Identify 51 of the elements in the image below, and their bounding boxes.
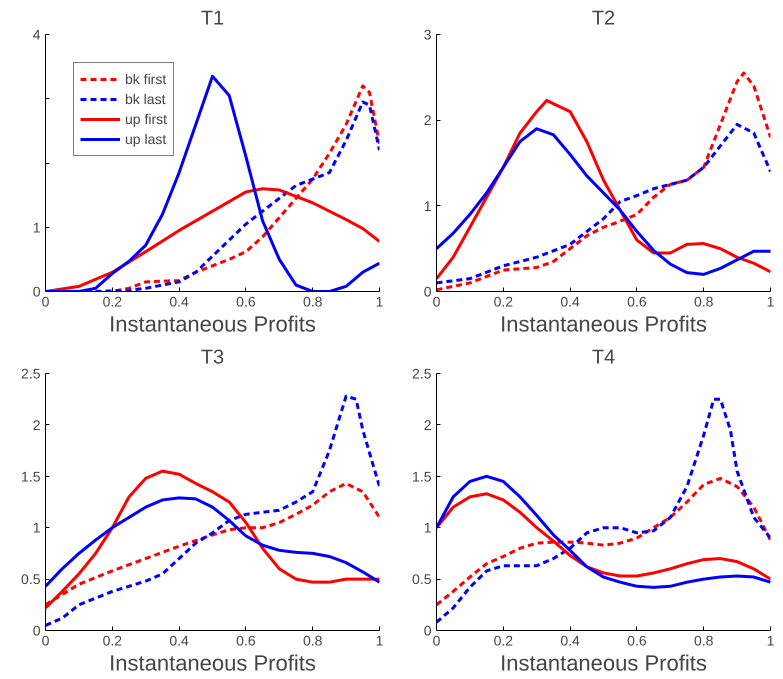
- y-tick-label: 0.5: [412, 571, 432, 588]
- x-axis-title: Instantaneous Profits: [109, 650, 316, 676]
- y-tick-label: 0.5: [21, 571, 41, 588]
- chart-title: T2: [592, 8, 616, 30]
- chart-title: T3: [200, 346, 224, 368]
- y-tick-label: 1.5: [412, 468, 432, 484]
- y-tick-label: 1: [32, 219, 41, 236]
- y-tick-label: 1: [424, 198, 432, 214]
- x-tick-label: 0.4: [169, 632, 190, 648]
- y-tick-label: 2.5: [21, 366, 41, 382]
- x-tick-label: 0.6: [627, 294, 647, 310]
- y-tick-label: 0: [424, 284, 432, 300]
- x-tick-label: 0.6: [236, 294, 256, 310]
- x-tick-label: 1: [766, 294, 775, 310]
- y-tick-label: 4: [32, 26, 41, 42]
- y-tick-label: 1.5: [21, 468, 41, 484]
- x-tick-label: 0.2: [102, 632, 122, 648]
- y-tick-label: 1: [424, 520, 432, 536]
- legend-label: up last: [125, 131, 166, 147]
- x-tick-label: 0.6: [627, 632, 647, 648]
- y-tick-label: 0: [32, 622, 41, 638]
- x-tick-label: 1: [766, 632, 775, 648]
- x-tick-label: 1: [376, 294, 384, 310]
- x-tick-label: 0.8: [694, 294, 714, 310]
- x-axis-title: Instantaneous Profits: [109, 312, 316, 336]
- y-tick-label: 2: [424, 416, 432, 433]
- chart-title: T1: [200, 8, 224, 30]
- y-tick-label: 2: [424, 112, 432, 128]
- x-axis-title: Instantaneous Profits: [500, 650, 707, 676]
- y-tick-label: 2: [32, 416, 41, 433]
- x-tick-label: 0.2: [494, 294, 514, 310]
- legend-label: up first: [125, 111, 168, 127]
- chart-title: T4: [592, 346, 616, 368]
- x-tick-label: 0.4: [169, 294, 190, 310]
- x-tick-label: 0.8: [302, 632, 323, 648]
- x-tick-label: 1: [376, 632, 384, 648]
- x-tick-label: 0.2: [494, 632, 514, 648]
- x-tick-label: 0.8: [694, 632, 714, 648]
- x-tick-label: 0.4: [560, 632, 580, 648]
- x-tick-label: 0.2: [102, 294, 122, 310]
- x-axis-title: Instantaneous Profits: [500, 312, 707, 336]
- y-tick-label: 3: [424, 26, 432, 42]
- legend-label: bk first: [125, 71, 166, 87]
- legend-label: bk last: [125, 91, 166, 107]
- y-tick-label: 2.5: [412, 366, 432, 382]
- y-tick-label: 0: [424, 622, 432, 638]
- x-tick-label: 0.6: [236, 632, 256, 648]
- y-tick-label: 0: [32, 284, 41, 300]
- y-tick-label: 1: [32, 520, 41, 536]
- x-tick-label: 0.8: [302, 294, 323, 310]
- x-tick-label: 0.4: [560, 294, 580, 310]
